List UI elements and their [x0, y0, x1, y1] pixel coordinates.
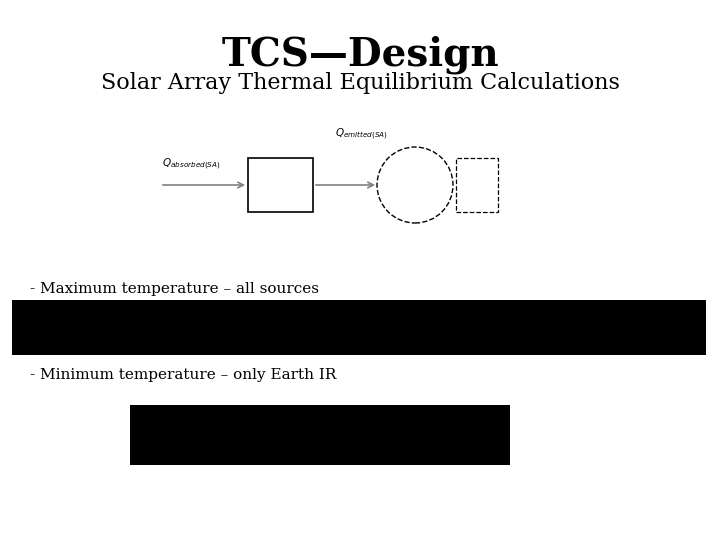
Text: Solar Array Thermal Equilibrium Calculations: Solar Array Thermal Equilibrium Calculat…	[101, 72, 619, 94]
Text: - Minimum temperature – only Earth IR: - Minimum temperature – only Earth IR	[30, 368, 336, 382]
Text: $\mathit{Q}_{\mathit{emitted(SA)}}$: $\mathit{Q}_{\mathit{emitted(SA)}}$	[335, 126, 388, 142]
Bar	[248, 158, 313, 212]
Bar	[456, 158, 498, 212]
Text: TCS—Design: TCS—Design	[221, 35, 499, 73]
Bar	[130, 405, 510, 465]
Text: $\mathit{Q}_{\mathit{absorbed(SA)}}$: $\mathit{Q}_{\mathit{absorbed(SA)}}$	[162, 157, 221, 172]
Bar	[12, 300, 706, 355]
Text: - Maximum temperature – all sources: - Maximum temperature – all sources	[30, 282, 319, 296]
